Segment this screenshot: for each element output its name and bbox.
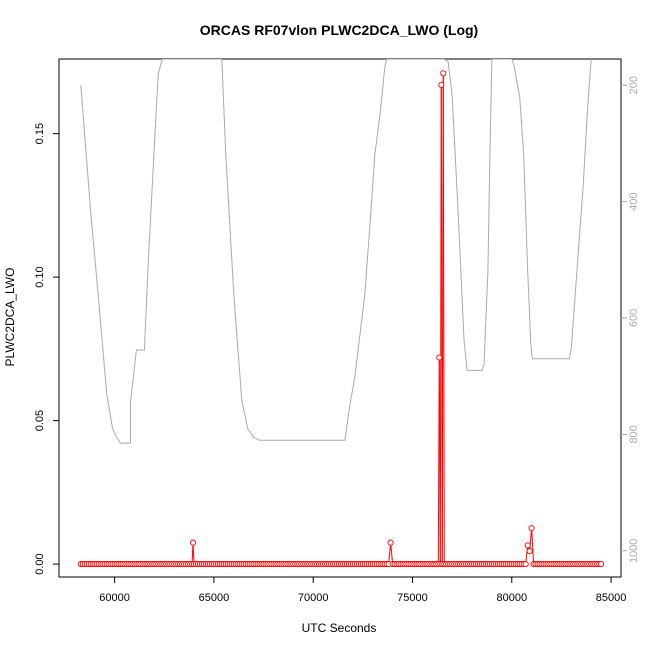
- right-tick-label: 400: [628, 192, 640, 210]
- y-axis: 0.00 0.05 0.10 0.15: [34, 123, 59, 575]
- primary-line-segment: [525, 545, 529, 565]
- primary-series-points: [77, 70, 605, 568]
- x-axis: 60000 65000 70000 75000 80000 85000: [99, 577, 626, 604]
- y-tick-label: 0.00: [34, 553, 46, 574]
- secondary-series-line: [80, 59, 592, 444]
- primary-line-segment: [192, 542, 195, 565]
- right-tick-label: 1000: [628, 539, 640, 563]
- right-tick-label: 800: [628, 425, 640, 443]
- x-tick-label: 85000: [596, 592, 627, 604]
- primary-line-segment: [442, 73, 445, 565]
- x-tick-label: 80000: [496, 592, 527, 604]
- primary-line-segment: [388, 542, 392, 565]
- data-point: [526, 548, 533, 555]
- right-tick-label: 600: [628, 309, 640, 327]
- right-tick-label: 200: [628, 76, 640, 94]
- data-point: [440, 70, 447, 77]
- x-tick-label: 65000: [199, 592, 230, 604]
- x-tick-label: 70000: [298, 592, 329, 604]
- y-tick-label: 0.10: [34, 266, 46, 287]
- data-point: [598, 561, 605, 568]
- x-tick-label: 75000: [397, 592, 428, 604]
- y-tick-label: 0.15: [34, 123, 46, 144]
- x-axis-label: UTC Seconds: [302, 621, 377, 635]
- x-tick-label: 60000: [99, 592, 130, 604]
- y-axis-label: PLWC2DCA_LWO: [3, 268, 17, 367]
- plot-frame: [58, 58, 622, 578]
- primary-series-line: [191, 73, 535, 565]
- right-axis: 200 400 600 800 1000: [621, 76, 640, 563]
- data-point: [387, 539, 394, 546]
- y-tick-label: 0.05: [34, 410, 46, 431]
- data-point: [524, 542, 531, 549]
- data-point: [528, 525, 535, 532]
- secondary-series: [80, 59, 592, 444]
- chart-title: ORCAS RF07vlon PLWC2DCA_LWO (Log): [200, 22, 478, 38]
- data-point: [189, 539, 197, 546]
- data-point: [438, 81, 445, 88]
- primary-line-segment: [390, 542, 394, 565]
- data-point: [522, 561, 529, 568]
- primary-line-segment: [531, 528, 535, 565]
- data-point: [436, 354, 443, 361]
